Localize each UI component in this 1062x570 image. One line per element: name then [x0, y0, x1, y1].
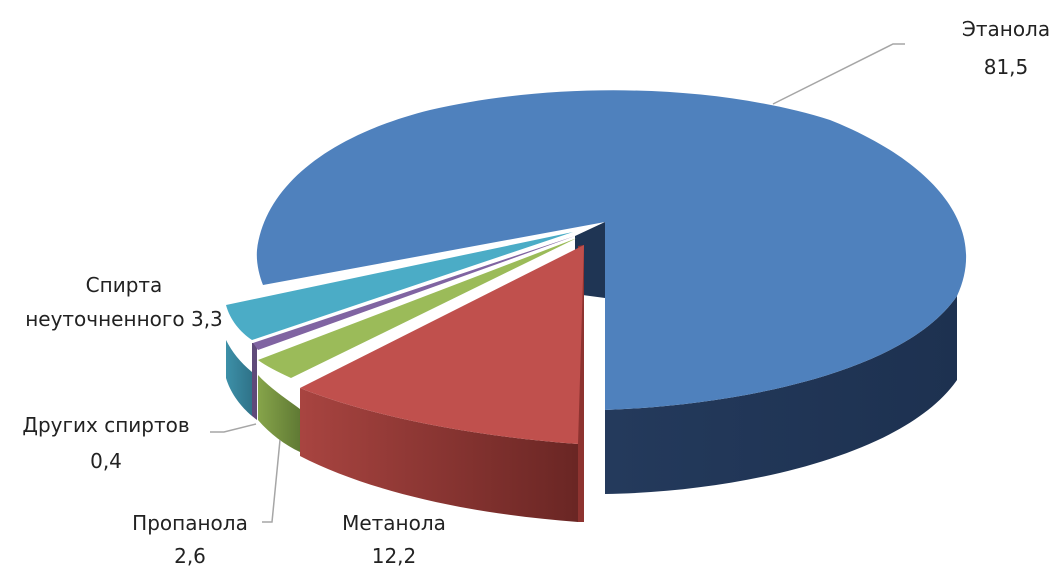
label-other-name: Других спиртов: [22, 413, 189, 437]
slice-ethanol: [256, 90, 967, 410]
slice-ethanol-side: [605, 296, 957, 494]
label-methanol-name: Метанола: [342, 511, 446, 535]
label-methanol-value: 12,2: [372, 544, 417, 568]
slice-propanol: [258, 238, 577, 378]
label-ethanol-name: Этанола: [962, 17, 1050, 41]
leader-line-ethanol: [772, 43, 905, 105]
label-ethanol-value: 81,5: [984, 55, 1029, 79]
label-unspecified-name: Спирта: [86, 273, 163, 297]
slice-propanol-side: [258, 375, 300, 452]
label-unspecified-value: неуточненного 3,3: [25, 307, 223, 331]
leader-line-other: [210, 423, 257, 433]
leader-line-propanol: [262, 439, 281, 523]
slice-methanol: [300, 245, 584, 444]
label-propanol-value: 2,6: [174, 544, 206, 568]
slice-unspecified: [226, 232, 573, 340]
slice-other-side: [252, 343, 257, 420]
label-other-value: 0,4: [90, 449, 122, 473]
label-propanol-name: Пропанола: [132, 511, 248, 535]
slice-other: [253, 236, 575, 350]
slice-methanol-side: [300, 388, 578, 522]
slice-unspecified-side: [226, 340, 252, 416]
